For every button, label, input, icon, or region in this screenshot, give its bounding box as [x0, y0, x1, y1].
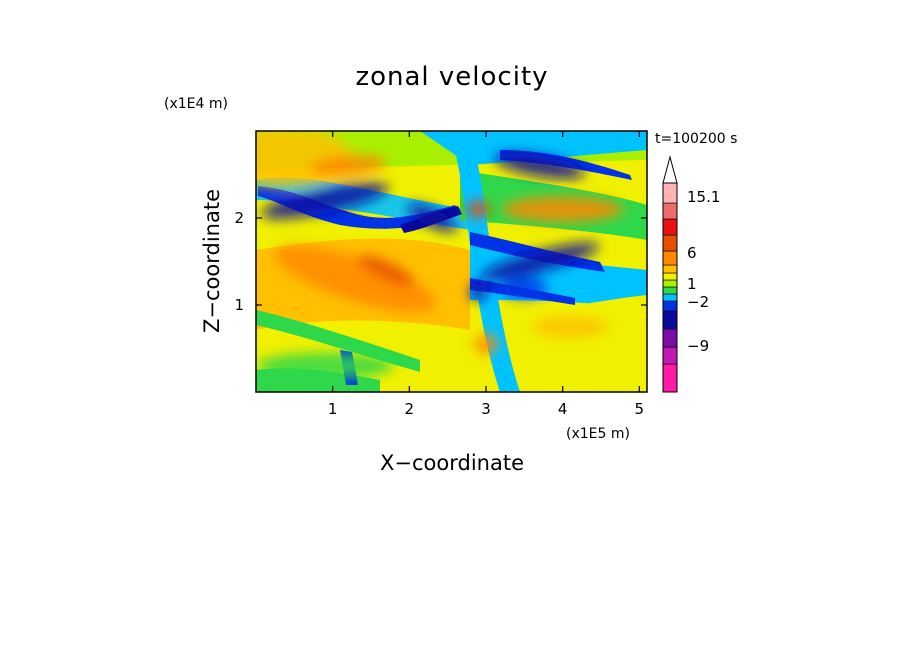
field-region-2 [261, 182, 389, 219]
colorbar-label: 1 [687, 275, 697, 293]
field-region-4 [275, 245, 437, 313]
colorbar-label: −2 [687, 293, 709, 311]
field-region-3 [407, 204, 457, 232]
colorbar-swatch [662, 264, 678, 274]
y-axis: 12 [234, 209, 647, 314]
field-region-9 [501, 196, 624, 223]
field-region-8 [466, 200, 490, 218]
colorbar-label: −9 [687, 337, 709, 355]
colorbar-swatch [662, 234, 678, 252]
chart-title: zonal velocity [355, 62, 548, 92]
colorbar-swatch [662, 286, 678, 295]
colorbar-swatch [662, 218, 678, 236]
y-unit-label: (x1E4 m) [164, 96, 228, 112]
field-region-12 [474, 333, 498, 355]
field-region-0 [256, 131, 352, 188]
x-tick-label: 5 [635, 400, 645, 418]
band-upper-cyan [420, 131, 647, 165]
colorbar-label: 15.1 [687, 188, 720, 206]
colorbar-swatch [662, 310, 678, 330]
field-region-6 [480, 242, 599, 281]
y-tick-label: 2 [234, 209, 244, 227]
colorbar-swatch [662, 279, 678, 288]
x-tick-label: 2 [405, 400, 415, 418]
band-green-low [256, 310, 420, 372]
colorbar-swatch [662, 272, 678, 281]
time-label: t=100200 s [655, 131, 737, 147]
colorbar-frame [662, 182, 678, 393]
colorbar-swatch [662, 346, 678, 365]
colorbar-swatch [662, 363, 678, 393]
colorbar-swatch [662, 202, 678, 220]
colorbar-swatch [662, 328, 678, 348]
field-region-1 [309, 154, 387, 177]
colorbar-swatch [662, 182, 678, 204]
y-axis-label: Z−coordinate [200, 189, 224, 333]
wave-blue-left [258, 186, 460, 229]
x-axis: 1 2 3 4 5 [328, 131, 644, 418]
x-tick-label: 1 [328, 400, 338, 418]
colorbar-extend-arrow [662, 155, 678, 184]
colorbar-label: 6 [687, 244, 697, 262]
colorbar-swatch [662, 293, 678, 302]
plot-frame [255, 130, 648, 393]
colorbar-swatch [662, 300, 678, 312]
x-axis-label: X−coordinate [380, 451, 524, 475]
plot-area [256, 131, 647, 392]
field-region-13 [532, 316, 609, 338]
x-unit-label: (x1E5 m) [566, 426, 630, 442]
colorbar-swatch [662, 250, 678, 266]
colorbar: −9 −21 6 15.1 [662, 155, 720, 393]
field-region-14 [256, 352, 394, 379]
band-yellow-right [470, 295, 647, 392]
x-tick-label: 4 [558, 400, 568, 418]
x-tick-label: 3 [481, 400, 491, 418]
band-central-cyan [450, 131, 520, 392]
field-region-11 [469, 283, 488, 301]
field-region-10 [501, 277, 548, 299]
field-region-5 [358, 255, 415, 286]
y-tick-label: 1 [234, 296, 244, 314]
field-region-7 [494, 152, 586, 179]
velocity-field [256, 131, 624, 379]
